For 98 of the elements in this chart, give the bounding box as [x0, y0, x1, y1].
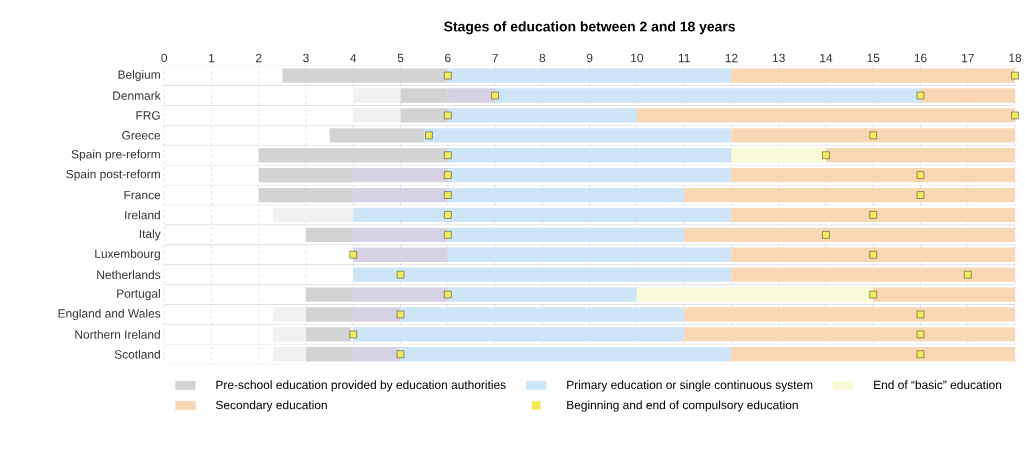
bar — [495, 88, 921, 103]
x-tick-label: 14 — [820, 54, 833, 63]
y-tick-label: Italy — [139, 229, 161, 241]
bar — [731, 128, 1016, 143]
bar — [353, 168, 448, 183]
bar — [353, 347, 401, 362]
x-tick-label: 2 — [256, 53, 262, 63]
x-tick-label: 5 — [397, 53, 404, 63]
bar — [447, 188, 685, 203]
bar — [306, 327, 351, 342]
bar — [424, 128, 732, 143]
bar — [447, 227, 685, 243]
bar — [258, 148, 448, 163]
bar — [400, 108, 448, 123]
bar — [684, 188, 1016, 203]
bar — [873, 287, 1016, 302]
y-tick-label: Denmark — [113, 91, 161, 101]
bar — [731, 168, 1016, 183]
x-tick-label: 10 — [631, 53, 644, 63]
bar — [353, 88, 401, 103]
bar — [353, 287, 448, 302]
bar — [353, 207, 732, 223]
bar — [684, 327, 1016, 342]
bar — [731, 148, 826, 163]
bar — [447, 168, 732, 183]
bar — [447, 108, 637, 123]
bar — [636, 287, 874, 302]
y-tick-label: Netherlands — [97, 270, 161, 280]
y-tick-label: Belgium — [118, 70, 160, 82]
bar — [636, 108, 1016, 123]
legend-label: Pre-school education provided by education authorities — [216, 380, 506, 392]
bar — [353, 307, 401, 322]
bar — [731, 267, 1016, 282]
bar — [731, 347, 1016, 362]
y-tick-label: Scotland — [114, 350, 160, 359]
y-tick-label: England and Wales — [58, 309, 161, 321]
bar — [447, 68, 732, 83]
bar — [447, 148, 732, 163]
bar — [400, 88, 448, 103]
legend-label: Secondary education — [215, 400, 327, 412]
x-tick-label: 8 — [539, 53, 546, 63]
bar — [329, 128, 425, 143]
x-tick-label: 15 — [867, 53, 880, 63]
bar — [353, 108, 401, 123]
chart-title: Stages of education between 2 and 18 years — [444, 21, 735, 35]
bar — [272, 207, 354, 223]
x-tick-label: 3 — [303, 53, 309, 63]
bar — [353, 188, 448, 203]
x-tick-label: 1 — [209, 54, 215, 63]
y-tick-label: Northern Ireland — [75, 330, 160, 339]
bar — [400, 307, 685, 322]
y-tick-label: Spain pre-reform — [71, 149, 160, 161]
bar — [272, 307, 307, 322]
bar — [400, 347, 732, 362]
x-tick-label: 17 — [962, 54, 974, 63]
x-tick-label: 0 — [161, 53, 168, 63]
bar — [447, 88, 496, 103]
legend-label: End of “basic” education — [874, 380, 1002, 390]
y-tick-label: France — [124, 191, 161, 200]
bar — [306, 287, 354, 302]
legend-label: Primary education or single continuous system — [567, 380, 813, 392]
x-tick-label: 7 — [492, 54, 498, 63]
x-tick-label: 11 — [678, 54, 690, 63]
x-tick-label: 12 — [725, 53, 738, 63]
bar — [258, 168, 354, 183]
legend-label: Beginning and end of compulsory education — [567, 400, 798, 412]
x-tick-label: 16 — [914, 53, 927, 63]
x-tick-label: 4 — [350, 54, 357, 63]
bar — [353, 327, 685, 342]
y-tick-label: Greece — [122, 131, 161, 140]
y-tick-label: Spain post-reform — [66, 169, 160, 181]
bar — [306, 307, 354, 322]
x-tick-label: 13 — [772, 53, 785, 63]
y-tick-label: Portugal — [117, 289, 160, 301]
bar — [282, 68, 448, 83]
bar — [353, 227, 448, 243]
bar — [731, 247, 1016, 263]
bar — [353, 247, 448, 263]
bar — [731, 68, 1016, 83]
bar — [447, 287, 637, 302]
y-tick-label: FRG — [136, 111, 160, 120]
x-tick-label: 18 — [1009, 53, 1022, 63]
x-tick-label: 9 — [586, 53, 593, 63]
bar — [272, 327, 307, 342]
bar — [825, 148, 1016, 163]
y-tick-label: Luxembourg — [95, 249, 160, 261]
bar — [306, 347, 354, 362]
bar — [920, 88, 1016, 103]
bar — [447, 247, 732, 263]
bar — [306, 227, 354, 243]
bar — [731, 207, 1016, 223]
bar — [684, 307, 1016, 322]
x-tick-label: 6 — [445, 53, 451, 63]
bar — [684, 227, 1016, 243]
y-tick-label: Ireland — [125, 210, 160, 220]
bar — [258, 188, 354, 203]
bar — [272, 347, 307, 362]
bar — [353, 267, 732, 282]
